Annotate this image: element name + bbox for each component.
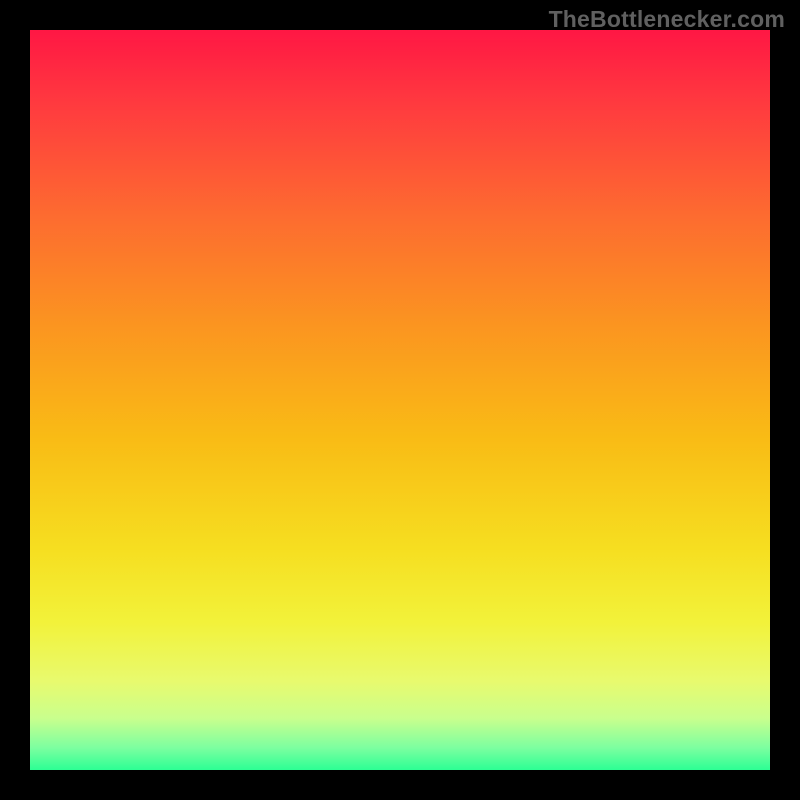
chart-container: TheBottlenecker.com xyxy=(0,0,800,800)
bottleneck-chart xyxy=(0,0,800,800)
watermark-text: TheBottlenecker.com xyxy=(549,6,785,33)
